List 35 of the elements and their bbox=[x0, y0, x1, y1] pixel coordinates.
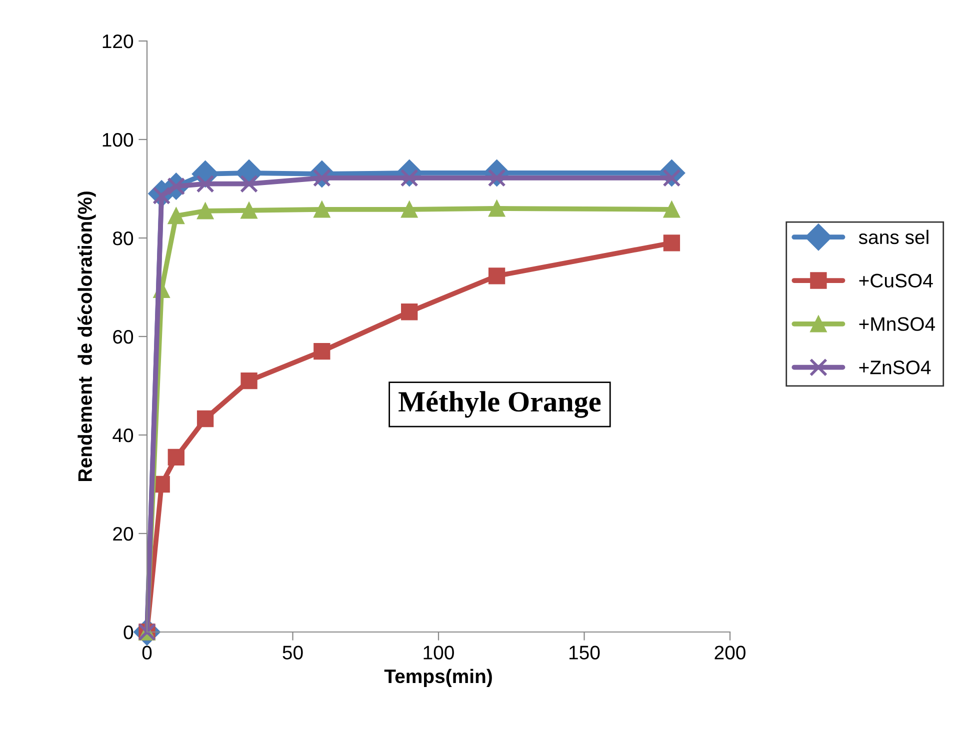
y-tick-label: 60 bbox=[113, 330, 134, 344]
point bbox=[401, 304, 418, 320]
point bbox=[488, 268, 506, 284]
legend-label: +MnSO4 bbox=[859, 317, 936, 331]
x-tick-label: 150 bbox=[570, 646, 600, 660]
x-tick-label: 200 bbox=[714, 646, 746, 660]
y-tick-label: 20 bbox=[113, 526, 134, 541]
point bbox=[196, 410, 214, 428]
legend-label: +CuSO4 bbox=[859, 274, 933, 288]
point bbox=[314, 342, 330, 360]
y-tick-label: 40 bbox=[112, 428, 134, 442]
point bbox=[240, 372, 258, 390]
point bbox=[168, 448, 184, 466]
point bbox=[240, 174, 258, 193]
y-axis-title: Rendement de décoloration(%) bbox=[78, 192, 96, 482]
point bbox=[663, 234, 680, 252]
y-tick-label: 120 bbox=[102, 34, 134, 48]
legend-label: +ZnSO4 bbox=[859, 360, 931, 374]
legend-label: sans sel bbox=[858, 230, 928, 244]
y-tick-label: 0 bbox=[124, 625, 134, 640]
x-tick-label: 0 bbox=[142, 646, 152, 660]
point bbox=[168, 208, 184, 224]
y-tick-label: 100 bbox=[102, 132, 134, 147]
point bbox=[240, 202, 258, 219]
y-tick-label: 80 bbox=[113, 231, 134, 246]
x-tick-label: 100 bbox=[424, 646, 454, 660]
annotation: Méthyle Orange bbox=[398, 391, 601, 418]
x-tick-label: 50 bbox=[282, 646, 303, 660]
x-axis-title: Temps(min) bbox=[384, 668, 492, 687]
point bbox=[314, 201, 330, 218]
point bbox=[401, 201, 418, 218]
point bbox=[196, 174, 214, 193]
point bbox=[663, 201, 680, 218]
point bbox=[196, 202, 214, 220]
point bbox=[488, 200, 506, 217]
